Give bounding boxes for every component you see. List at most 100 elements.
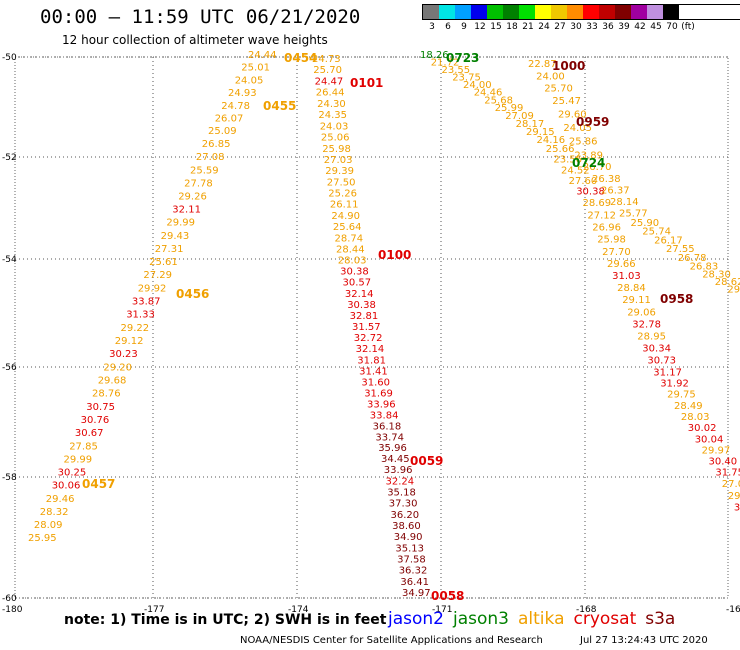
wave-height-value: 28.49 bbox=[674, 401, 703, 412]
wave-height-value: 27.60 bbox=[569, 176, 598, 187]
wave-height-value: 29.92 bbox=[138, 283, 167, 294]
wave-height-value: 35.13 bbox=[395, 543, 424, 554]
lat-label: -60 bbox=[2, 594, 17, 604]
wave-height-value: 30.34 bbox=[642, 344, 671, 355]
wave-height-value: 23.55 bbox=[442, 65, 471, 76]
wave-height-value: 29.22 bbox=[121, 323, 150, 334]
page-subtitle: 12 hour collection of altimeter wave hei… bbox=[62, 33, 328, 47]
color-swatch bbox=[631, 5, 647, 19]
time-label: 1000 bbox=[552, 59, 585, 73]
wave-height-value: 28.14 bbox=[610, 197, 639, 208]
wave-height-value: 24.00 bbox=[536, 71, 565, 82]
wave-height-value: 24.16 bbox=[537, 135, 566, 146]
wave-height-value: 25.95 bbox=[28, 533, 57, 544]
color-swatch bbox=[535, 5, 551, 19]
lat-lon-grid bbox=[14, 56, 729, 599]
wave-height-value: 32.78 bbox=[632, 319, 661, 330]
color-scale-labels: 3 6 9 12 15 18 21 24 27 30 33 36 39 42 45 70 (ft) bbox=[422, 20, 740, 32]
wave-height-value: 31.33 bbox=[126, 310, 155, 321]
wave-height-value: 30.04 bbox=[695, 434, 724, 445]
time-label: 0456 bbox=[176, 287, 209, 301]
wave-height-value: 29.06 bbox=[627, 307, 656, 318]
wave-height-value: 25.98 bbox=[597, 235, 626, 246]
color-scale-label: 3 bbox=[429, 22, 435, 32]
lat-label: -52 bbox=[2, 153, 17, 163]
wave-height-value: 26.37 bbox=[601, 186, 630, 197]
wave-height-value: 33.74 bbox=[375, 432, 404, 443]
color-scale-label: 39 bbox=[618, 22, 630, 32]
color-scale-label: 15 bbox=[490, 22, 502, 32]
wave-height-value: 27.85 bbox=[69, 441, 98, 452]
color-scale-label: 9 bbox=[461, 22, 467, 32]
lon-label: -177 bbox=[144, 605, 164, 615]
wave-height-value: 24.73 bbox=[312, 54, 341, 65]
wave-height-value: 32.11 bbox=[172, 205, 201, 216]
wave-height-value: 29.75 bbox=[667, 390, 696, 401]
wave-height-value: 27.55 bbox=[666, 244, 695, 255]
wave-height-value: 29.46 bbox=[46, 494, 75, 505]
wave-height-value: 26.83 bbox=[690, 262, 719, 273]
wave-height-value: 24.46 bbox=[474, 88, 503, 99]
wave-height-value: 31.69 bbox=[364, 389, 393, 400]
wave-height-value: 23.75 bbox=[452, 73, 481, 84]
color-swatch bbox=[583, 5, 599, 19]
wave-height-value: 33.96 bbox=[384, 465, 413, 476]
wave-height-value: 37.30 bbox=[389, 499, 418, 510]
wave-height-value: 28.69 bbox=[583, 198, 612, 209]
wave-height-value: 24.90 bbox=[331, 211, 360, 222]
wave-height-value: 23.89 bbox=[574, 150, 603, 161]
wave-height-value: 32.14 bbox=[345, 289, 374, 300]
wave-height-value: 29.15 bbox=[526, 127, 555, 138]
wave-height-value: 30.40 bbox=[709, 457, 738, 468]
color-scale-label: 27 bbox=[554, 22, 566, 32]
wave-height-value: 29.39 bbox=[325, 166, 354, 177]
wave-height-value: 31.03 bbox=[612, 271, 641, 282]
wave-height-value: 37.58 bbox=[397, 555, 426, 566]
track-jason3-right: 18.2621.7223.5523.7524.0024.4625.6825.99… bbox=[420, 50, 740, 513]
wave-height-value: 29.12 bbox=[115, 336, 144, 347]
wave-height-value: 26.38 bbox=[592, 174, 621, 185]
wave-height-value: 28.17 bbox=[516, 119, 545, 130]
satellite-tracks: 25.95 28.09 28.32 29.46 30.06 30.25 29.99 27.85… bbox=[28, 50, 740, 599]
wave-height-value: 25.70 bbox=[544, 84, 573, 95]
wave-height-value: 26.70 bbox=[583, 162, 612, 173]
time-label: 0058 bbox=[431, 589, 464, 603]
color-swatch bbox=[647, 5, 663, 19]
wave-height-value: 26.78 bbox=[678, 253, 707, 264]
axis-labels: -50 -52 -54 -56 -58 -60-180 -177 -174 -171 -168 -1… bbox=[2, 53, 740, 615]
wave-height-value: 26.96 bbox=[592, 222, 621, 233]
wave-height-value: 30.38 bbox=[576, 187, 605, 198]
lat-label: -56 bbox=[2, 363, 17, 373]
lat-label: -58 bbox=[2, 473, 17, 483]
wave-height-value: 25.70 bbox=[313, 65, 342, 76]
wave-height-value: 27.09 bbox=[505, 111, 534, 122]
wave-height-value: 27.12 bbox=[587, 210, 616, 221]
wave-height-value: 33.96 bbox=[367, 399, 396, 410]
wave-height-value: 32.24 bbox=[386, 476, 415, 487]
wave-height-value: 28.95 bbox=[637, 332, 666, 343]
wave-height-value: 27.29 bbox=[143, 270, 172, 281]
wave-height-value: 22.87 bbox=[528, 59, 557, 70]
wave-height-value: 36.18 bbox=[373, 421, 402, 432]
color-swatch bbox=[423, 5, 439, 19]
time-label: 0059 bbox=[410, 454, 443, 468]
wave-height-value: 30.67 bbox=[75, 428, 104, 439]
wave-height-value: 28.03 bbox=[338, 256, 367, 267]
wave-height-value: 36.20 bbox=[391, 510, 420, 521]
wave-height-value: 25.61 bbox=[149, 257, 178, 268]
time-label: 0723 bbox=[446, 51, 479, 65]
wave-height-value: 31. bbox=[734, 502, 740, 513]
wave-height-value: 24.52 bbox=[561, 165, 590, 176]
time-label: 0959 bbox=[576, 115, 609, 129]
color-scale-label: 12 bbox=[474, 22, 486, 32]
track-cryosat-middle: 24.7325.7024.4726.4424.3024.3524.0325.06… bbox=[312, 54, 431, 599]
wave-height-value: 27.31 bbox=[155, 244, 184, 255]
lon-label: -180 bbox=[2, 605, 23, 615]
color-scale-legend: 3 6 9 12 15 18 21 24 27 30 33 36 39 42 45 70 (ft) bbox=[422, 4, 740, 32]
wave-height-value: 21.72 bbox=[431, 58, 460, 69]
wave-height-value: 25.86 bbox=[569, 137, 598, 148]
wave-height-value: 26.11 bbox=[330, 200, 359, 211]
wave-height-value: 28.62 bbox=[715, 277, 740, 288]
wave-height-value: 34.90 bbox=[394, 532, 423, 543]
color-scale-label: 33 bbox=[586, 22, 598, 32]
